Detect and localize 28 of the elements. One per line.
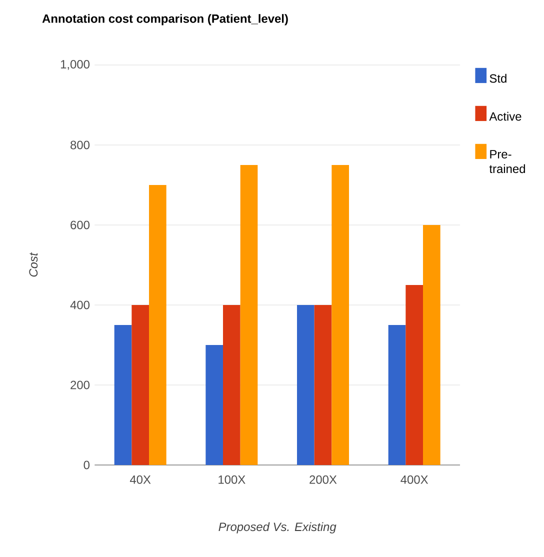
y-tick-label: 600 — [70, 220, 90, 230]
x-tick-label: 200X — [310, 475, 337, 484]
x-tick-label: 100X — [218, 475, 246, 484]
bar — [388, 325, 406, 465]
bar — [423, 224, 440, 465]
legend-label: Pre-trained — [489, 150, 525, 174]
bar — [206, 345, 223, 465]
bar — [314, 305, 332, 465]
x-tick-label: 40X — [130, 475, 151, 484]
bar — [332, 164, 349, 465]
legend-label: Std — [490, 74, 506, 83]
y-tick-label: 800 — [70, 140, 90, 150]
y-tick-label: 200 — [70, 380, 90, 390]
bar — [223, 305, 240, 465]
chart-title: Annotation cost comparison (Patient_level) — [42, 14, 288, 26]
bar — [114, 325, 132, 465]
y-tick-label: 400 — [70, 300, 90, 310]
y-axis-title: Cost — [29, 252, 38, 277]
bar — [149, 184, 166, 465]
y-tick-label: 0 — [84, 460, 90, 470]
bar — [240, 164, 258, 465]
bar — [297, 305, 314, 465]
y-tick-label: 1,000 — [60, 60, 90, 70]
x-axis-title: Proposed Vs. Existing — [218, 522, 336, 534]
bar — [132, 305, 149, 465]
bar — [406, 285, 423, 465]
x-tick-label: 400X — [400, 475, 428, 484]
legend-label: Active — [489, 112, 522, 121]
